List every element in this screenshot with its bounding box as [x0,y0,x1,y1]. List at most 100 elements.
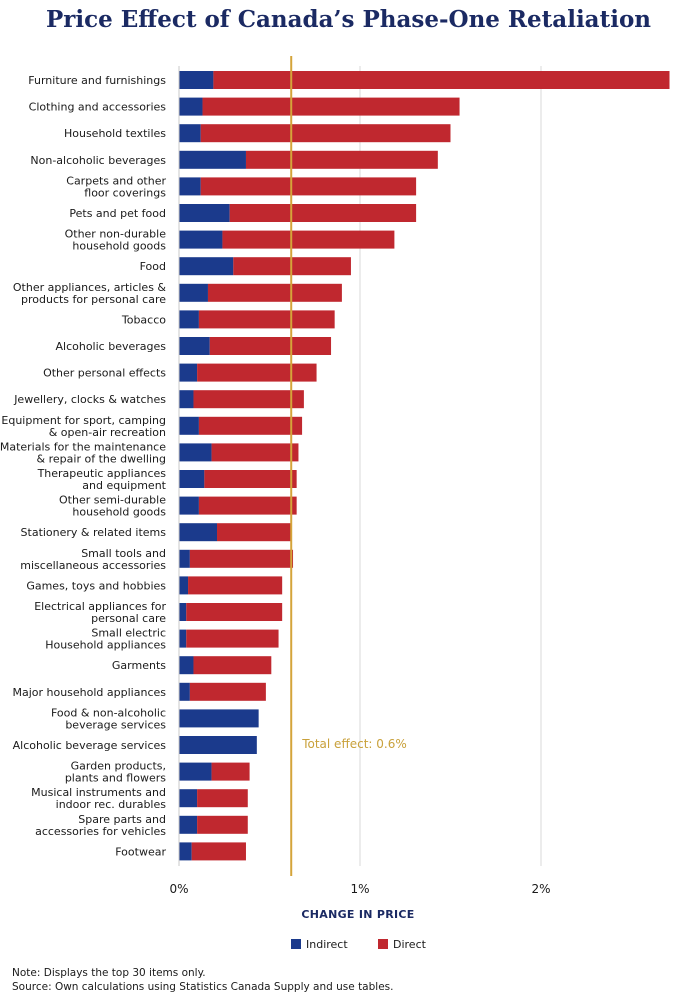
category-label-line: Musical instruments and [31,786,166,799]
bar-indirect [179,337,210,355]
bar-direct [204,470,297,488]
bar-indirect [179,363,198,382]
category-label: Small electric Household appliances [45,627,166,652]
x-tick-label: 0% [169,882,188,896]
legend-label: Direct [393,938,427,951]
bar-indirect [179,150,246,169]
bar-direct [213,71,670,89]
category-label-line: Garments [112,659,166,672]
category-label: Games, toys and hobbies [26,579,166,592]
legend-swatch [291,939,301,949]
bar-direct [197,363,317,382]
category-label-line: Carpets and other [66,174,166,187]
category-label: Carpets and other floor coverings [66,174,166,199]
bar-indirect [179,204,230,222]
category-label-line: Food & non-alcoholic [51,706,166,719]
category-label-line: Other non-durable [65,228,167,241]
legend: Indirect Direct [291,938,427,951]
bar-indirect [179,443,212,462]
category-label-line: Other personal effects [43,367,166,380]
total-effect-label: Total effect: 0.6% [301,737,407,751]
category-label: Electrical appliances for personal care [34,600,166,625]
total-effect-line-group: Total effect: 0.6% [290,56,407,876]
category-label-line: household goods [72,240,166,253]
bar-direct [198,310,335,329]
x-tick-label: 1% [350,882,369,896]
category-label: Jewellery, clocks & watches [13,393,166,406]
category-label: Stationery & related items [21,526,167,539]
category-label-line: Furniture and furnishings [28,74,166,87]
category-label-line: Alcoholic beverage services [13,739,167,752]
bar-indirect [179,230,223,249]
category-label-line: miscellaneous accessories [20,559,166,572]
category-label: Equipment for sport, camping & open-air r… [1,414,166,439]
bar-indirect [179,842,192,861]
bar-direct [193,656,272,675]
category-labels: Furniture and furnishings Clothing and ac… [0,74,167,858]
category-label-line: Pets and pet food [69,207,166,220]
category-label-line: Non-alcoholic beverages [30,154,166,167]
category-label-line: & repair of the dwelling [37,452,166,465]
bar-indirect [179,97,203,116]
bar-indirect [179,736,257,754]
category-label-line: Electrical appliances for [34,600,166,613]
bar-direct [202,97,460,116]
bar-indirect [179,124,201,143]
category-label-line: household goods [72,506,166,519]
bar-direct [197,815,248,834]
bar-indirect [179,576,189,595]
grid-lines [359,66,542,866]
bar-direct [191,842,246,861]
category-label: Alcoholic beverages [56,340,167,353]
category-label-line: products for personal care [21,293,166,306]
category-label-line: & open-air recreation [49,426,166,439]
bar-indirect [179,789,198,808]
category-label-line: floor coverings [84,186,166,199]
bar-direct [229,204,417,222]
bar-direct [186,629,279,648]
bar-indirect [179,762,212,781]
category-label-line: Garden products, [71,760,166,773]
category-label: Other personal effects [43,367,166,380]
bar-indirect [179,496,199,515]
category-label: Footwear [115,845,166,858]
bar-direct [198,496,297,515]
bar-direct [200,177,417,196]
category-label-line: Games, toys and hobbies [26,579,166,592]
bar-indirect [179,709,259,728]
category-label: Non-alcoholic beverages [30,154,166,167]
category-label-line: indoor rec. durables [56,798,167,811]
category-label: Alcoholic beverage services [13,739,167,752]
category-label-line: and equipment [82,479,166,492]
bar-direct [186,603,283,621]
note-text: Note: Displays the top 30 items only. [12,967,206,979]
category-label: Major household appliances [12,686,166,699]
footnote: Note: Displays the top 30 items only. So… [12,966,393,994]
bar-direct [197,789,248,808]
category-label-line: Clothing and accessories [29,101,167,114]
bar-direct [193,390,304,409]
bar-direct [207,283,342,302]
category-label-line: Major household appliances [12,686,166,699]
legend-swatch [378,939,388,949]
category-label: Furniture and furnishings [28,74,166,87]
category-label-line: Food [140,260,166,273]
category-label: Therapeutic appliances and equipment [37,467,167,492]
bar-indirect [179,629,187,648]
x-axis-title: CHANGE IN PRICE [301,908,414,921]
bar-indirect [179,177,201,196]
bar-indirect [179,523,218,542]
category-label-line: Tobacco [121,313,166,326]
bar-indirect [179,310,199,329]
category-label-line: Materials for the maintenance [0,440,166,453]
category-label: Other non-durable household goods [65,228,167,253]
category-label-line: beverage services [65,718,166,731]
category-label-line: Alcoholic beverages [56,340,167,353]
bar-indirect [179,283,208,302]
category-label-line: Household textiles [64,127,166,140]
bar-indirect [179,682,190,701]
category-label: Other semi-durable household goods [59,494,166,519]
category-label-line: Other appliances, articles & [13,281,167,294]
category-label: Materials for the maintenance & repair of… [0,440,166,465]
category-label-line: Therapeutic appliances [37,467,167,480]
